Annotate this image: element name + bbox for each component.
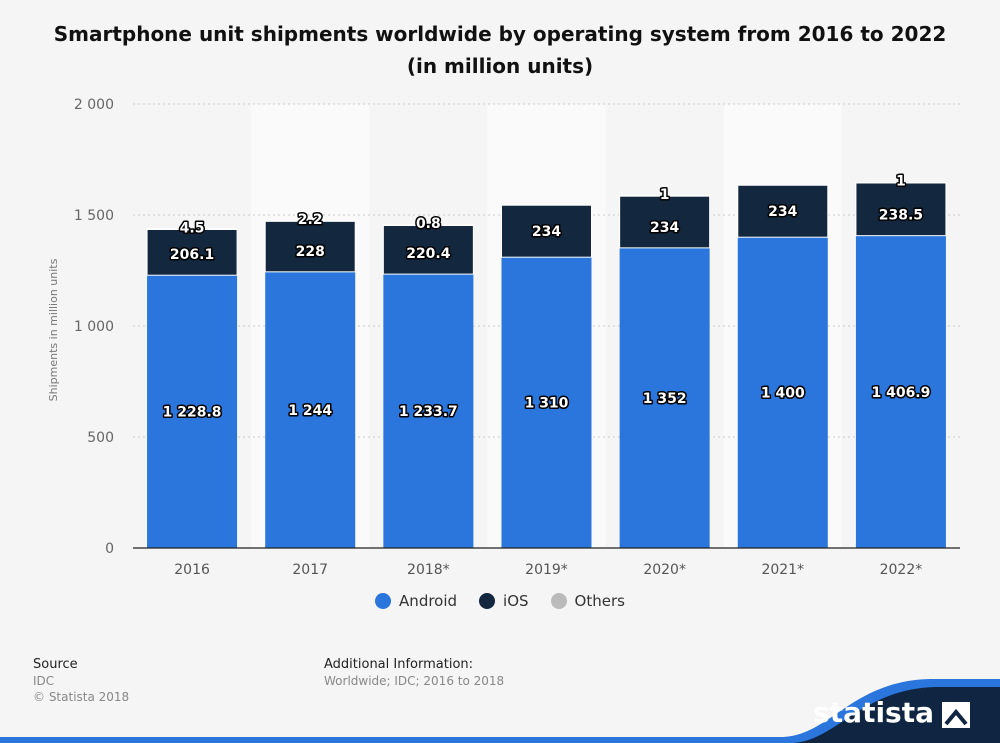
chart-title-line2: (in million units)	[406, 54, 594, 78]
data-label-android: 1 244	[288, 403, 332, 419]
legend-label-others: Others	[574, 592, 625, 610]
bar-others	[146, 227, 238, 230]
legend-item-others[interactable]: Others	[550, 592, 625, 610]
source-name: IDC	[33, 674, 55, 688]
data-label-ios: 220.4	[406, 246, 451, 262]
bar-others	[619, 195, 711, 197]
legend-swatch-ios	[479, 593, 496, 609]
data-label-others: 2.2	[298, 212, 323, 228]
data-label-ios: 238.5	[879, 208, 923, 224]
data-label-others: 0.8	[416, 216, 441, 232]
chart-legend: Android iOS Others	[0, 592, 1000, 610]
y-tick-label: 2 000	[74, 97, 114, 113]
legend-swatch-android	[375, 593, 392, 609]
data-label-android: 1 228.8	[163, 405, 222, 421]
data-label-ios: 206.1	[170, 247, 214, 263]
y-tick-label: 500	[87, 430, 114, 446]
data-label-android: 1 406.9	[871, 385, 930, 401]
additional-info-block: Additional Information: Worldwide; IDC; …	[324, 657, 504, 689]
bar-android	[737, 237, 828, 548]
source-block: Source IDC © Statista 2018	[33, 657, 129, 705]
x-tick-label: 2016	[174, 562, 210, 578]
bar-others	[855, 181, 947, 184]
bar-android	[501, 257, 592, 548]
x-tick-label: 2020*	[643, 562, 686, 578]
x-tick-label: 2019*	[525, 562, 568, 578]
legend-item-ios[interactable]: iOS	[479, 592, 529, 610]
legend-label-ios: iOS	[503, 592, 529, 610]
data-label-others: 1	[896, 174, 906, 190]
stacked-bar-chart: 0 500 1 000 1 500 2 000 Shipments in million …	[47, 97, 960, 578]
y-tick-label: 1 000	[74, 319, 114, 335]
brand-band: statista	[0, 673, 1000, 743]
bar-others	[264, 220, 356, 222]
y-axis-label: Shipments in million units	[47, 258, 60, 401]
data-label-android: 1 352	[643, 391, 687, 407]
additional-info-text: Worldwide; IDC; 2016 to 2018	[324, 674, 505, 688]
data-label-ios: 234	[650, 220, 679, 236]
y-tick-label: 1 500	[74, 208, 114, 224]
bar-ios	[501, 204, 592, 258]
data-label-ios: 228	[296, 244, 325, 260]
chart-title: Smartphone unit shipments worldwide by o…	[0, 18, 1000, 82]
data-label-android: 1 400	[761, 386, 805, 402]
x-tick-label: 2017	[292, 562, 328, 578]
bar-ios	[737, 184, 829, 238]
bar-android	[383, 274, 474, 548]
legend-swatch-others	[550, 593, 567, 609]
bar-android	[147, 275, 238, 548]
bar-others	[382, 224, 474, 227]
y-tick-label: 0	[105, 541, 114, 557]
copyright: © Statista 2018	[33, 690, 130, 704]
data-label-android: 1 233.7	[399, 404, 458, 420]
statista-logo[interactable]: statista	[813, 696, 970, 729]
data-label-android: 1 310	[525, 396, 569, 412]
source-heading: Source	[33, 657, 78, 672]
bar-ios	[382, 224, 474, 275]
brand-wave	[0, 679, 1000, 743]
data-label-others: 4.5	[180, 220, 205, 236]
data-label-ios: 234	[532, 224, 561, 240]
brand-name: statista	[813, 696, 934, 729]
x-tick-label: 2018*	[407, 562, 450, 578]
bar-android	[855, 235, 946, 548]
x-tick-label: 2022*	[880, 562, 923, 578]
chart-title-line1: Smartphone unit shipments worldwide by o…	[53, 22, 947, 46]
bar-android	[619, 247, 710, 548]
additional-info-heading: Additional Information:	[324, 657, 474, 672]
data-label-others: 1	[660, 187, 670, 203]
statista-mark-icon	[942, 701, 970, 728]
x-tick-label: 2021*	[761, 562, 804, 578]
bar-android	[265, 271, 356, 548]
legend-item-android[interactable]: Android	[375, 592, 457, 610]
bar-ios	[264, 220, 356, 273]
data-label-ios: 234	[768, 204, 797, 220]
legend-label-android: Android	[399, 592, 458, 610]
